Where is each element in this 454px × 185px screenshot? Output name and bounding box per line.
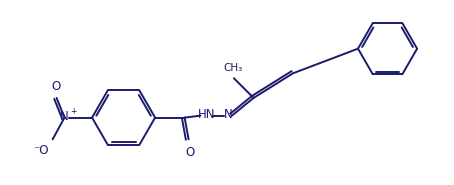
Text: O: O bbox=[185, 146, 194, 159]
Text: ⁻O: ⁻O bbox=[33, 144, 49, 157]
Text: CH₃: CH₃ bbox=[223, 63, 242, 73]
Text: N: N bbox=[60, 110, 69, 123]
Text: +: + bbox=[70, 107, 77, 116]
Text: N: N bbox=[224, 108, 232, 121]
Text: HN: HN bbox=[197, 108, 215, 121]
Text: O: O bbox=[51, 80, 60, 93]
